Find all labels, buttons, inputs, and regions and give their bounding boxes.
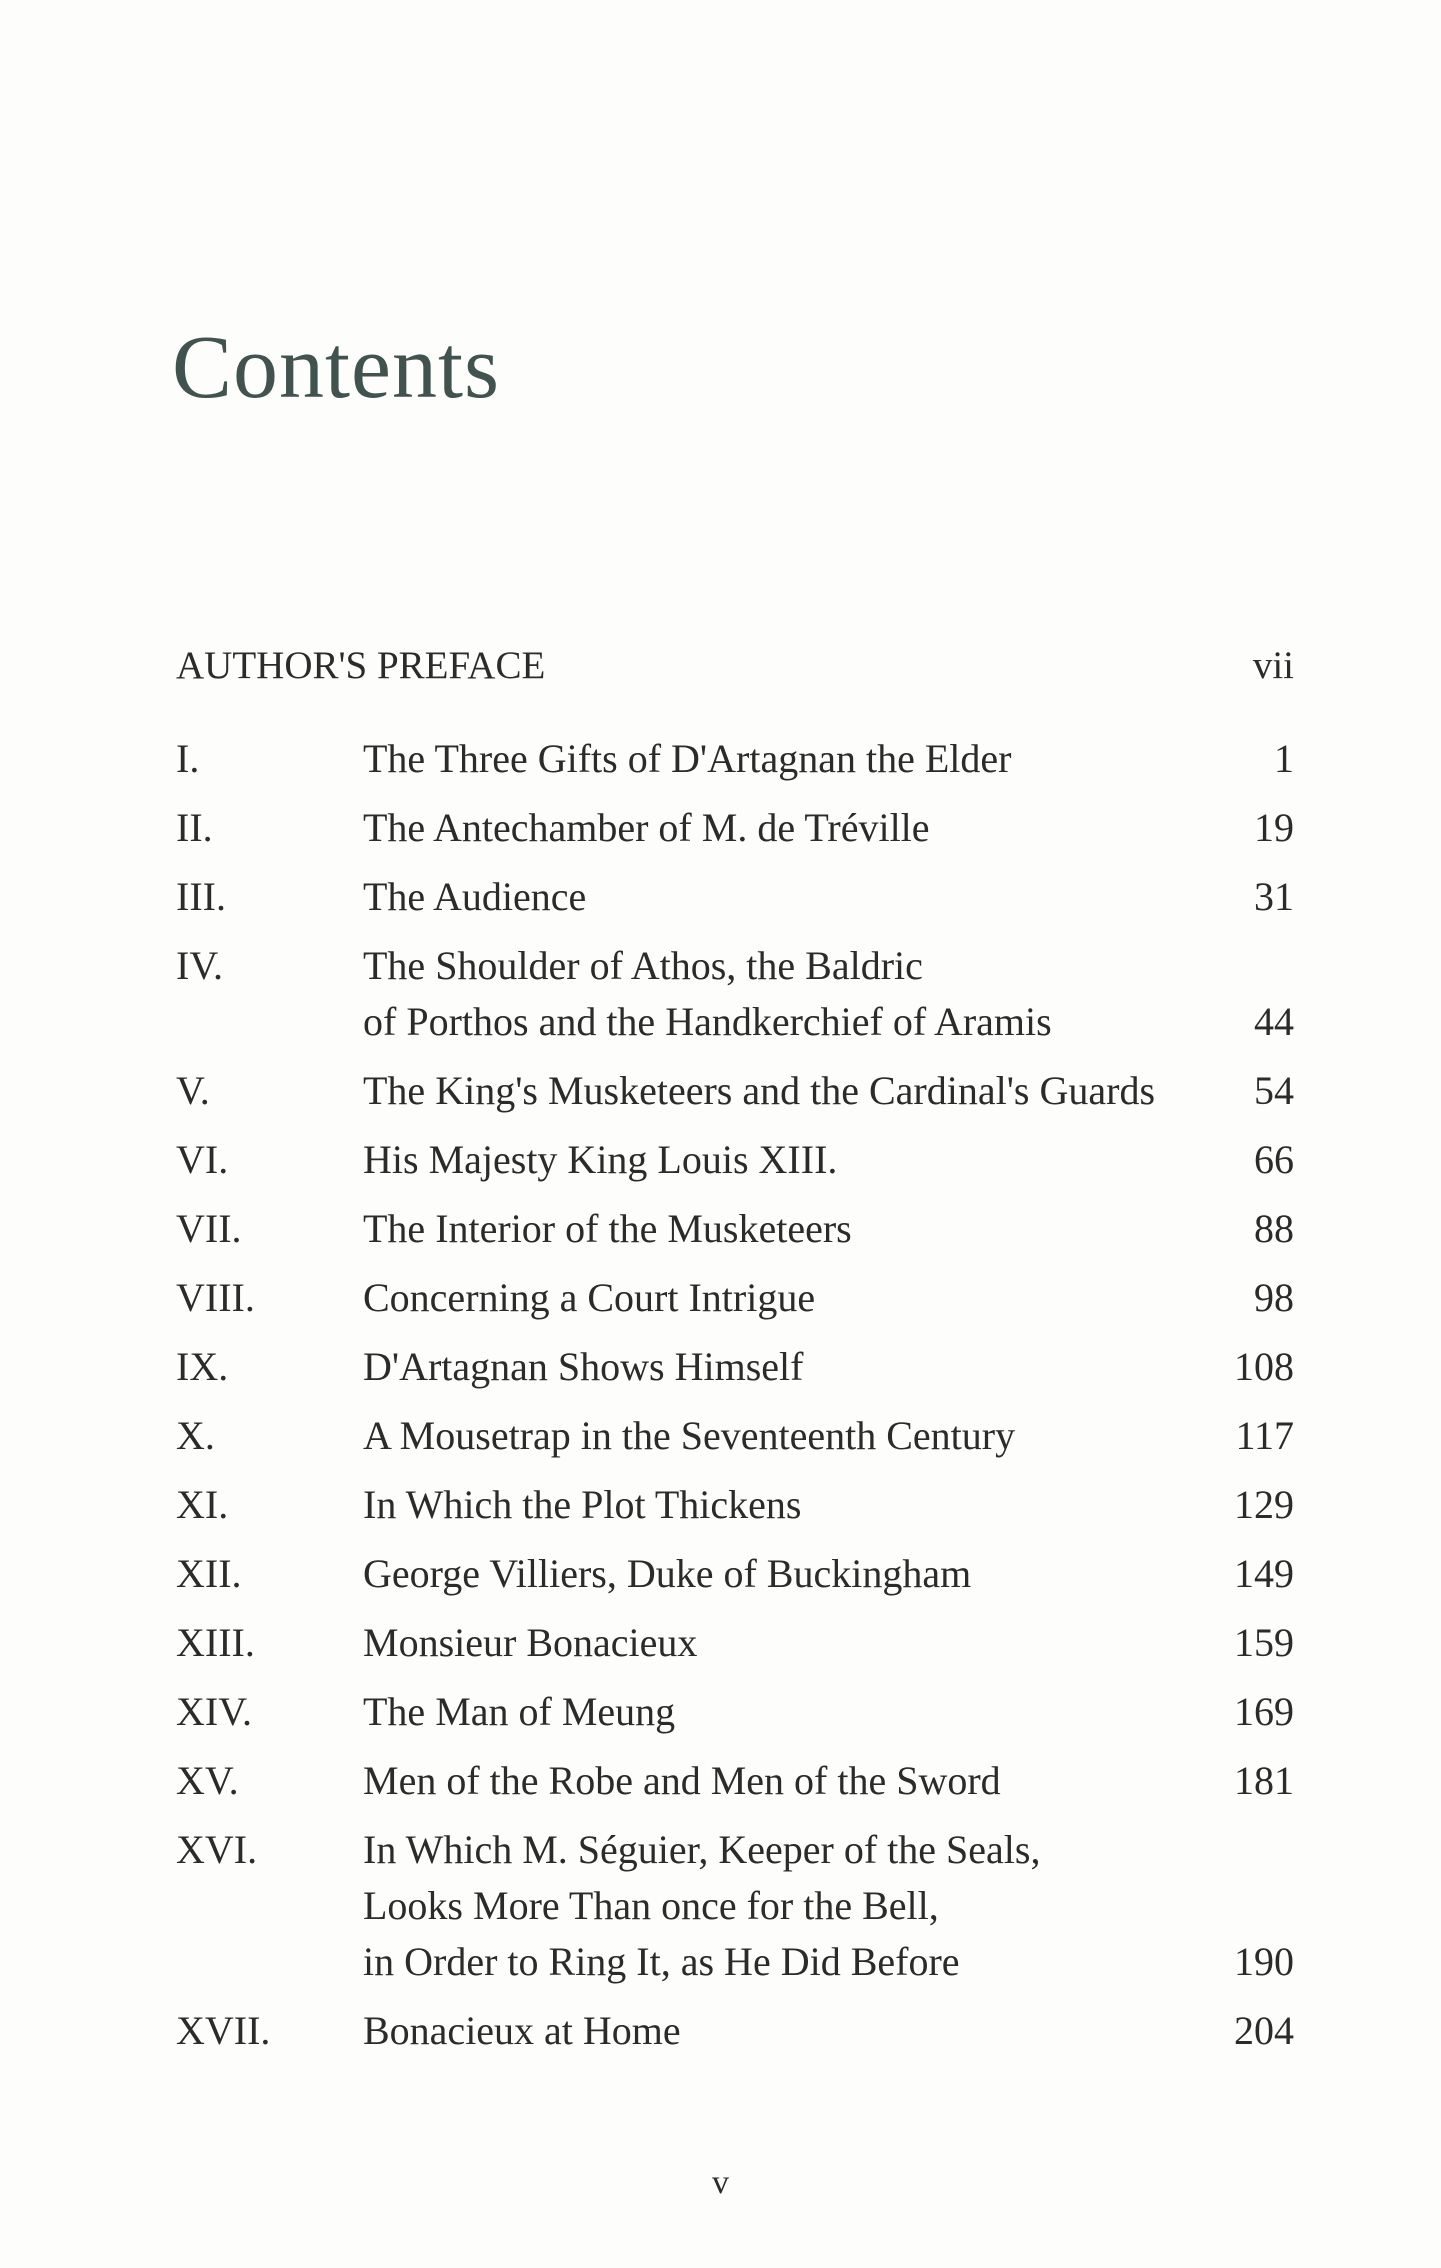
preface-page: vii bbox=[1252, 644, 1294, 687]
chapter-number: X. bbox=[176, 1413, 215, 1458]
chapter-page: 19 bbox=[1254, 805, 1294, 850]
toc-entry: VIII. Concerning a Court Intrigue 98 bbox=[176, 1270, 1294, 1326]
page-number: v bbox=[712, 2164, 729, 2201]
chapter-page: 88 bbox=[1254, 1206, 1294, 1251]
chapter-page: 159 bbox=[1234, 1620, 1294, 1665]
toc-entry: XI. In Which the Plot Thickens 129 bbox=[176, 1477, 1294, 1533]
chapter-number: XII. bbox=[176, 1551, 242, 1596]
chapter-title: D'Artagnan Shows Himself bbox=[363, 1344, 804, 1389]
toc-entry: X. A Mousetrap in the Seventeenth Century… bbox=[176, 1408, 1294, 1464]
chapter-title: In Which the Plot Thickens bbox=[363, 1482, 802, 1527]
toc-preface-entry: AUTHOR'S PREFACE vii bbox=[176, 638, 1294, 694]
chapter-title: The Man of Meung bbox=[363, 1689, 676, 1734]
chapter-title: The Three Gifts of D'Artagnan the Elder bbox=[363, 736, 1012, 781]
chapter-page: 204 bbox=[1234, 2008, 1294, 2053]
chapter-title: Bonacieux at Home bbox=[363, 2008, 681, 2053]
chapter-number: VI. bbox=[176, 1137, 229, 1182]
toc-entry: XV. Men of the Robe and Men of the Sword 1… bbox=[176, 1753, 1294, 1809]
chapter-title: The King's Musketeers and the Cardinal's… bbox=[363, 1068, 1156, 1113]
toc-entry: VII. The Interior of the Musketeers 88 bbox=[176, 1201, 1294, 1257]
chapter-page: 181 bbox=[1234, 1758, 1294, 1803]
chapter-title: Monsieur Bonacieux bbox=[363, 1620, 698, 1665]
chapter-number: XVII. bbox=[176, 2008, 271, 2053]
chapter-title: The Shoulder of Athos, the Baldric of Po… bbox=[363, 943, 1052, 1044]
chapter-title: Concerning a Court Intrigue bbox=[363, 1275, 816, 1320]
chapter-number: IX. bbox=[176, 1344, 229, 1389]
chapter-title: In Which M. Séguier, Keeper of the Seals… bbox=[363, 1827, 1041, 1984]
chapter-number: III. bbox=[176, 874, 226, 919]
chapter-page: 66 bbox=[1254, 1137, 1294, 1182]
toc-entry: V. The King's Musketeers and the Cardinal… bbox=[176, 1063, 1294, 1119]
chapter-page: 31 bbox=[1254, 874, 1294, 919]
chapter-title: Men of the Robe and Men of the Sword bbox=[363, 1758, 1001, 1803]
toc-entry: XII. George Villiers, Duke of Buckingham 1… bbox=[176, 1546, 1294, 1602]
toc-entry: II. The Antechamber of M. de Tréville 19 bbox=[176, 800, 1294, 856]
chapter-number: IV. bbox=[176, 943, 224, 988]
toc-entry: I. The Three Gifts of D'Artagnan the Elde… bbox=[176, 731, 1294, 787]
toc-entry: XIII. Monsieur Bonacieux 159 bbox=[176, 1615, 1294, 1671]
chapter-page: 54 bbox=[1254, 1068, 1294, 1113]
chapter-page: 169 bbox=[1234, 1689, 1294, 1734]
chapter-number: XIV. bbox=[176, 1689, 252, 1734]
toc-entry: XVII. Bonacieux at Home 204 bbox=[176, 2003, 1294, 2059]
toc-entry: III. The Audience 31 bbox=[176, 869, 1294, 925]
chapter-title: The Interior of the Musketeers bbox=[363, 1206, 852, 1251]
chapter-page: 190 bbox=[1234, 1939, 1294, 1984]
toc-entry: IV. The Shoulder of Athos, the Baldric of… bbox=[176, 938, 1294, 1050]
chapter-title: His Majesty King Louis XIII. bbox=[363, 1137, 838, 1182]
toc-entry: IX. D'Artagnan Shows Himself 108 bbox=[176, 1339, 1294, 1395]
chapter-number: XV. bbox=[176, 1758, 239, 1803]
chapter-page: 44 bbox=[1254, 999, 1294, 1044]
toc-list: I. The Three Gifts of D'Artagnan the Elde… bbox=[176, 731, 1294, 2072]
chapter-title: The Audience bbox=[363, 874, 587, 919]
chapter-page: 108 bbox=[1234, 1344, 1294, 1389]
chapter-number: XVI. bbox=[176, 1827, 258, 1872]
chapter-title: A Mousetrap in the Seventeenth Century bbox=[363, 1413, 1016, 1458]
chapter-title: The Antechamber of M. de Tréville bbox=[363, 805, 930, 850]
chapter-number: I. bbox=[176, 736, 200, 781]
chapter-page: 1 bbox=[1274, 736, 1294, 781]
chapter-title: George Villiers, Duke of Buckingham bbox=[363, 1551, 972, 1596]
chapter-number: XIII. bbox=[176, 1620, 255, 1665]
chapter-page: 98 bbox=[1254, 1275, 1294, 1320]
chapter-number: II. bbox=[176, 805, 213, 850]
chapter-page: 117 bbox=[1235, 1413, 1294, 1458]
toc-entry: XIV. The Man of Meung 169 bbox=[176, 1684, 1294, 1740]
chapter-page: 149 bbox=[1234, 1551, 1294, 1596]
chapter-number: XI. bbox=[176, 1482, 229, 1527]
toc-entry: VI. His Majesty King Louis XIII. 66 bbox=[176, 1132, 1294, 1188]
toc-entry: XVI. In Which M. Séguier, Keeper of the S… bbox=[176, 1822, 1294, 1990]
preface-label: AUTHOR'S PREFACE bbox=[176, 644, 546, 687]
chapter-number: VIII. bbox=[176, 1275, 255, 1320]
chapter-number: VII. bbox=[176, 1206, 242, 1251]
chapter-number: V. bbox=[176, 1068, 210, 1113]
page-title: Contents bbox=[172, 318, 501, 417]
chapter-page: 129 bbox=[1234, 1482, 1294, 1527]
